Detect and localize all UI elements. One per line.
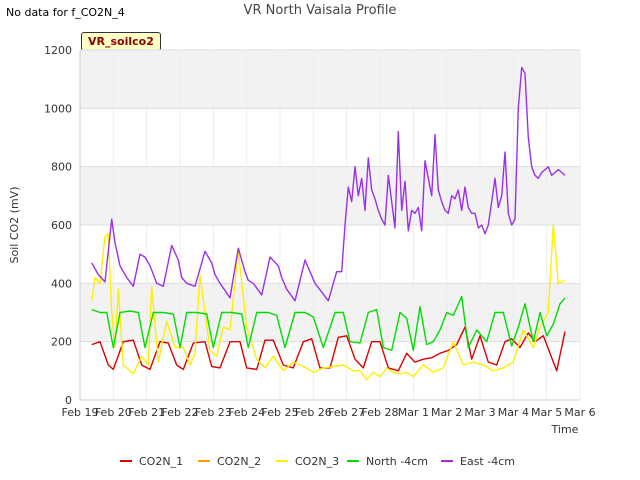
plot-band (80, 50, 580, 109)
y-tick-label: 600 (51, 219, 72, 232)
legend: CO2N_1 CO2N_2 CO2N_3 North -4cm East -4cm (120, 455, 515, 468)
x-tick-label: Feb 25 (262, 406, 299, 419)
x-tick-label: Feb 27 (328, 406, 365, 419)
y-tick-label: 400 (51, 277, 72, 290)
x-tick-label: Feb 20 (95, 406, 132, 419)
y-tick-label: 1000 (44, 102, 72, 115)
x-tick-label: Mar 5 (531, 406, 562, 419)
chart-title: VR North Vaisala Profile (243, 3, 397, 18)
series-line-co2n-1 (91, 326, 566, 372)
y-tick-label: 0 (65, 394, 72, 407)
x-tick-label: Feb 26 (295, 406, 332, 419)
y-tick-label: 200 (51, 336, 72, 349)
legend-label: CO2N_3 (295, 455, 339, 468)
x-axis-label: Time (551, 423, 579, 436)
legend-label: East -4cm (460, 455, 515, 468)
series-line-co2n-3 (91, 224, 566, 381)
x-tick-label: Feb 23 (195, 406, 232, 419)
x-tick-label: Feb 22 (162, 406, 199, 419)
series-line-east-4cm (91, 66, 566, 302)
no-data-note: No data for f_CO2N_4 (6, 6, 125, 19)
legend-item: CO2N_3 (276, 455, 339, 468)
plot-band (80, 166, 580, 225)
y-tick-label: 800 (51, 161, 72, 174)
x-tick-label: Mar 6 (564, 406, 595, 419)
legend-label: CO2N_2 (217, 455, 261, 468)
x-tick-label: Mar 2 (431, 406, 462, 419)
legend-item: East -4cm (441, 455, 515, 468)
legend-item: North -4cm (347, 455, 428, 468)
x-tick-label: Feb 24 (228, 406, 265, 419)
site-badge: VR_soilco2 (81, 32, 161, 51)
x-tick-label: Feb 28 (362, 406, 399, 419)
x-tick-label: Feb 21 (128, 406, 165, 419)
legend-item: CO2N_1 (120, 455, 183, 468)
series-layer (91, 66, 566, 381)
legend-item: CO2N_2 (198, 455, 261, 468)
x-tick-label: Mar 4 (498, 406, 529, 419)
y-tick-label: 1200 (44, 44, 72, 57)
y-axis-label: Soil CO2 (mV) (8, 187, 21, 264)
x-tick-label: Feb 19 (62, 406, 99, 419)
x-tick-label: Mar 3 (464, 406, 495, 419)
legend-label: CO2N_1 (139, 455, 183, 468)
x-tick-label: Mar 1 (398, 406, 429, 419)
series-line-north-4cm (91, 295, 566, 352)
legend-label: North -4cm (366, 455, 428, 468)
